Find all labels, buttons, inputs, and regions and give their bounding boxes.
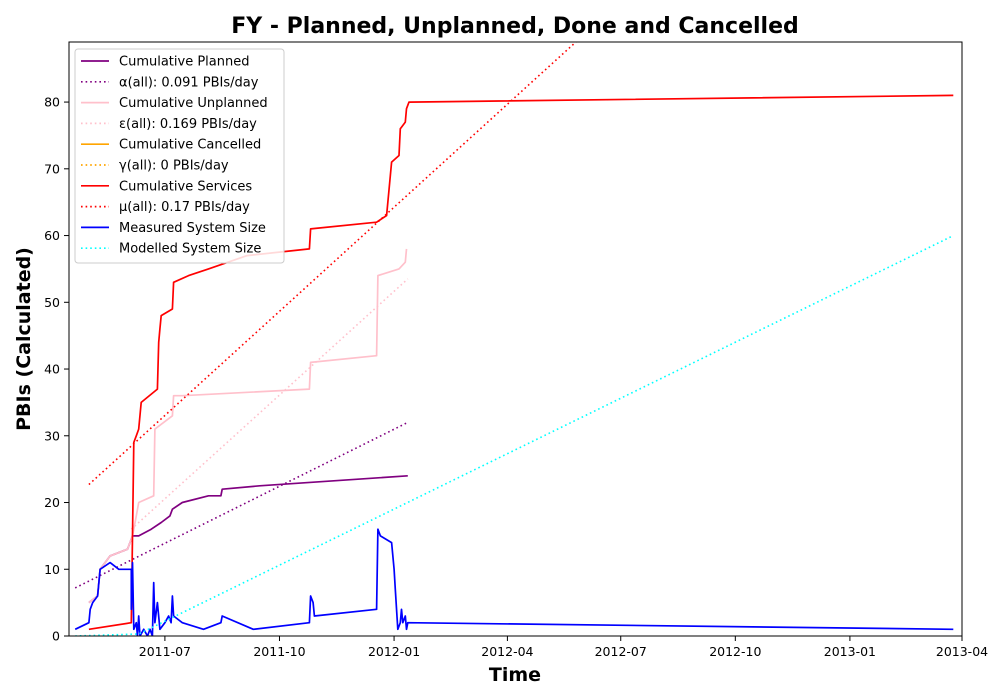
series-line-7 bbox=[88, 42, 577, 486]
x-tick-label: 2012-04 bbox=[481, 644, 533, 659]
y-tick-label: 60 bbox=[44, 228, 60, 243]
legend-label-all-0-091-pbis-day: α(all): 0.091 PBIs/day bbox=[119, 75, 259, 90]
y-axis: 0 10 20 30 40 50 60 70 80 bbox=[44, 95, 69, 644]
legend-label-all-0-pbis-day: γ(all): 0 PBIs/day bbox=[119, 159, 229, 174]
y-tick-label: 40 bbox=[44, 362, 60, 377]
y-tick-label: 30 bbox=[44, 428, 60, 443]
legend-box bbox=[74, 48, 285, 264]
x-tick-label: 2012-01 bbox=[368, 644, 420, 659]
legend-label-all-0-169-pbis-day: ε(all): 0.169 PBIs/day bbox=[119, 117, 257, 132]
x-tick-label: 2013-01 bbox=[824, 644, 876, 659]
y-tick-label: 10 bbox=[44, 562, 60, 577]
legend: Cumulative Planned α(all): 0.091 PBIs/day… bbox=[74, 48, 285, 264]
y-tick-label: 20 bbox=[44, 495, 60, 510]
legend-label-cumulative-planned: Cumulative Planned bbox=[119, 55, 249, 70]
legend-label-cumulative-unplanned: Cumulative Unplanned bbox=[119, 96, 268, 111]
y-tick-label: 50 bbox=[44, 295, 60, 310]
x-tick-label: 2011-10 bbox=[253, 644, 305, 659]
series-line-9 bbox=[75, 234, 954, 636]
chart-title: FY - Planned, Unplanned, Done and Cancel… bbox=[231, 14, 799, 39]
series-line-2 bbox=[88, 248, 408, 604]
x-tick-label: 2013-04 bbox=[936, 644, 988, 659]
x-axis-label: Time bbox=[489, 664, 541, 686]
x-tick-label: 2012-10 bbox=[709, 644, 761, 659]
y-tick-label: 0 bbox=[52, 629, 60, 644]
series-line-6 bbox=[88, 94, 954, 631]
y-tick-label: 70 bbox=[44, 161, 60, 176]
x-axis: 2011-07 2011-10 2012-01 2012-04 2012-07 2012-… bbox=[139, 636, 988, 659]
series-line-1 bbox=[74, 421, 409, 589]
x-tick-label: 2012-07 bbox=[595, 644, 647, 659]
plot-area bbox=[74, 42, 954, 636]
y-axis-label: PBIs (Calculated) bbox=[13, 247, 35, 431]
plot-frame bbox=[68, 41, 963, 637]
legend-label-all-0-17-pbis-day: μ(all): 0.17 PBIs/day bbox=[119, 200, 250, 215]
y-tick-label: 80 bbox=[44, 95, 60, 110]
legend-label-cumulative-services: Cumulative Services bbox=[119, 179, 252, 194]
legend-label-cumulative-cancelled: Cumulative Cancelled bbox=[119, 138, 261, 153]
legend-label-measured-system-size: Measured System Size bbox=[119, 221, 266, 236]
x-tick-label: 2011-07 bbox=[139, 644, 191, 659]
legend-label-modelled-system-size: Modelled System Size bbox=[119, 242, 261, 257]
